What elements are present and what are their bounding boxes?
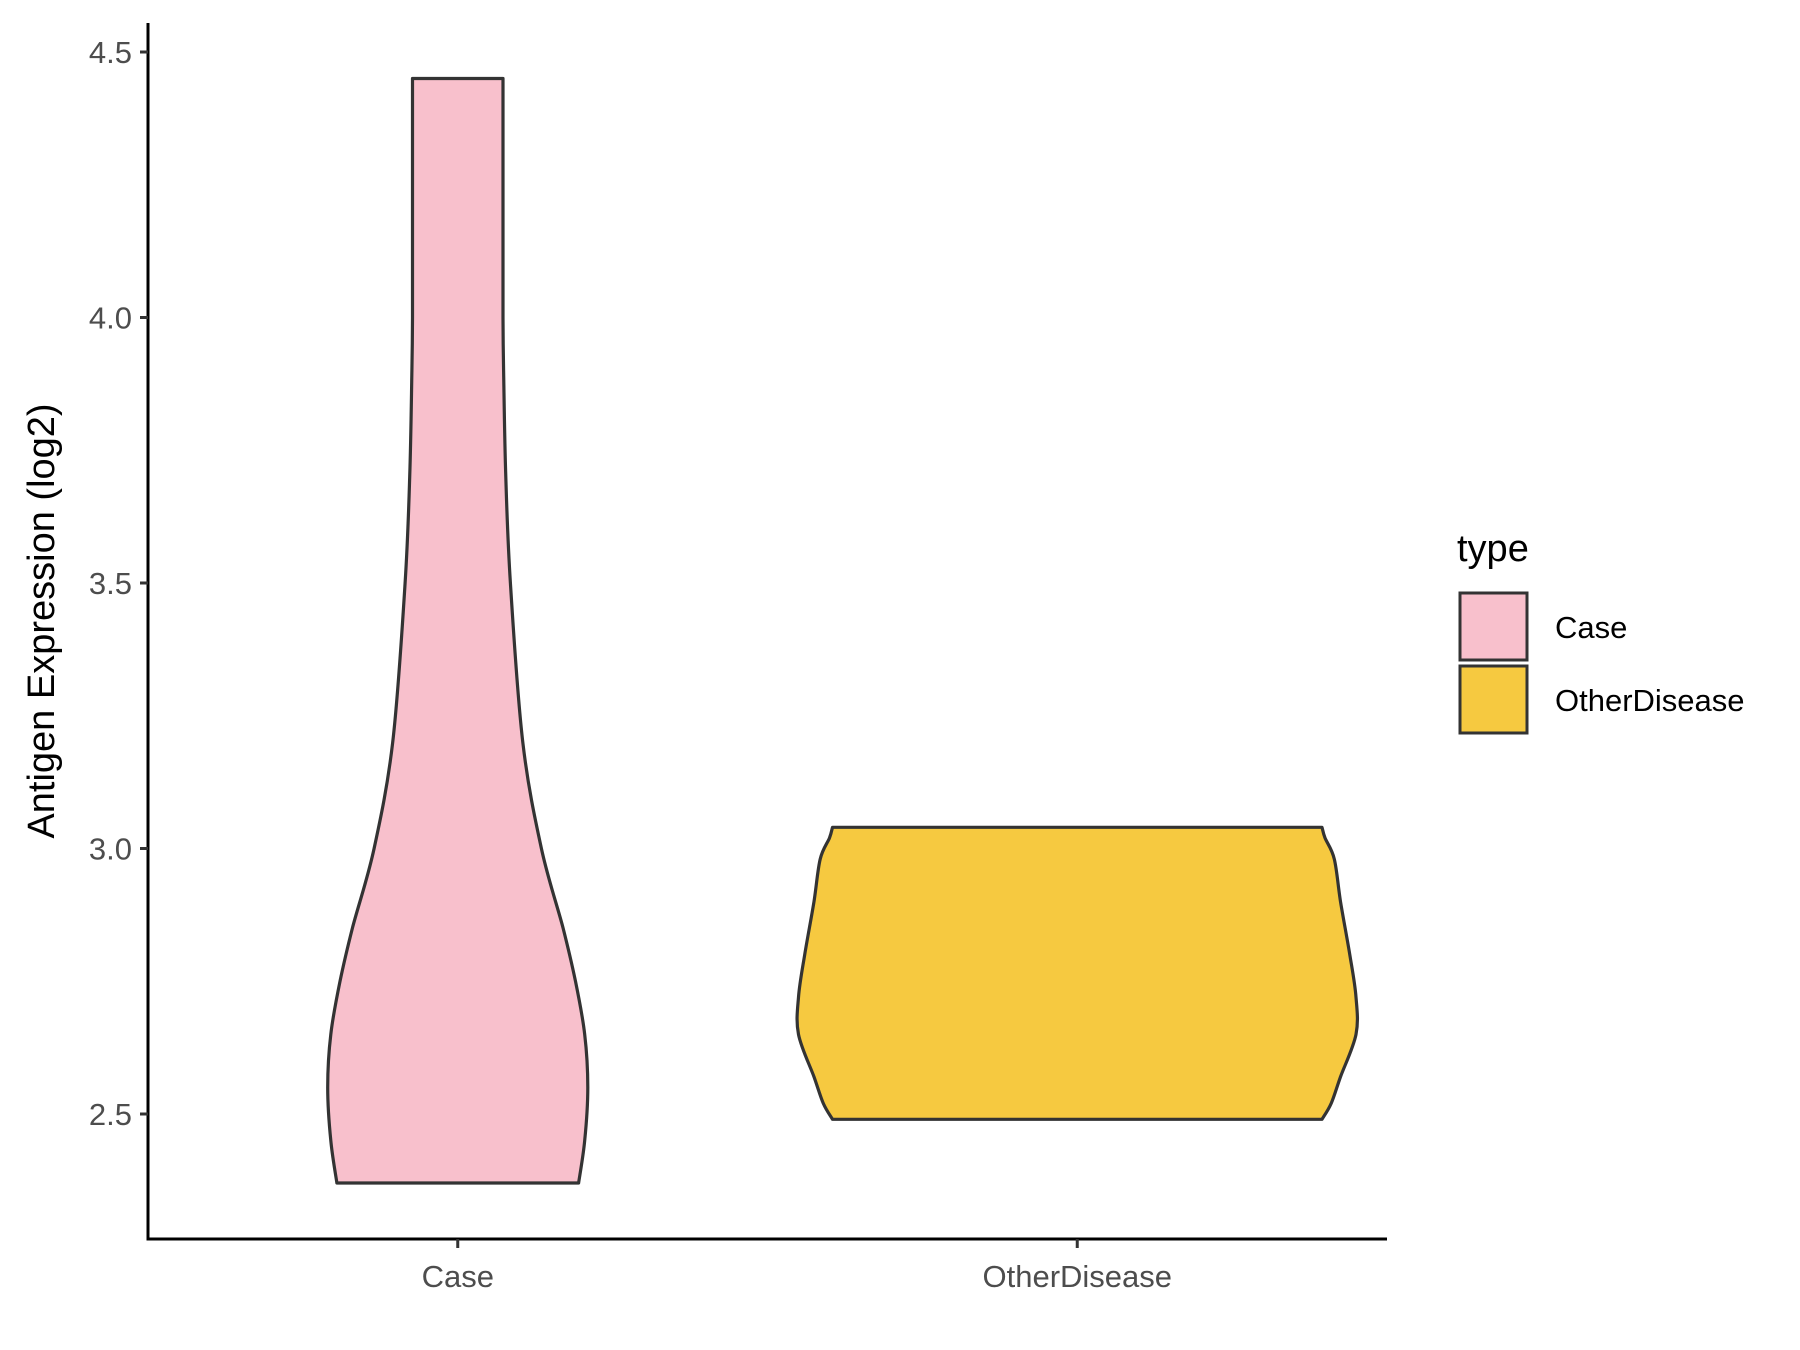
y-tick-label: 4.5 xyxy=(89,35,132,70)
legend-title: type xyxy=(1457,528,1529,570)
legend: type Case OtherDisease xyxy=(1457,528,1745,735)
y-tick-label: 4.0 xyxy=(89,301,132,336)
legend-key-otherdisease xyxy=(1458,664,1529,735)
x-tick-label: OtherDisease xyxy=(982,1259,1172,1294)
y-axis-title: Antigen Expression (log2) xyxy=(21,403,63,838)
violin-otherdisease xyxy=(795,825,1360,1121)
y-tick-label: 3.5 xyxy=(89,566,132,601)
legend-key-case xyxy=(1458,591,1529,662)
x-ticks: Case OtherDisease xyxy=(422,1239,1172,1294)
violins xyxy=(326,76,1360,1185)
y-tick-label: 3.0 xyxy=(89,832,132,867)
legend-label: Case xyxy=(1555,610,1627,645)
x-tick-label: Case xyxy=(422,1259,494,1294)
y-tick-label: 2.5 xyxy=(89,1097,132,1132)
y-ticks: 2.5 3.0 3.5 4.0 4.5 xyxy=(89,35,148,1132)
legend-label: OtherDisease xyxy=(1555,683,1745,718)
violin-case xyxy=(326,76,590,1185)
